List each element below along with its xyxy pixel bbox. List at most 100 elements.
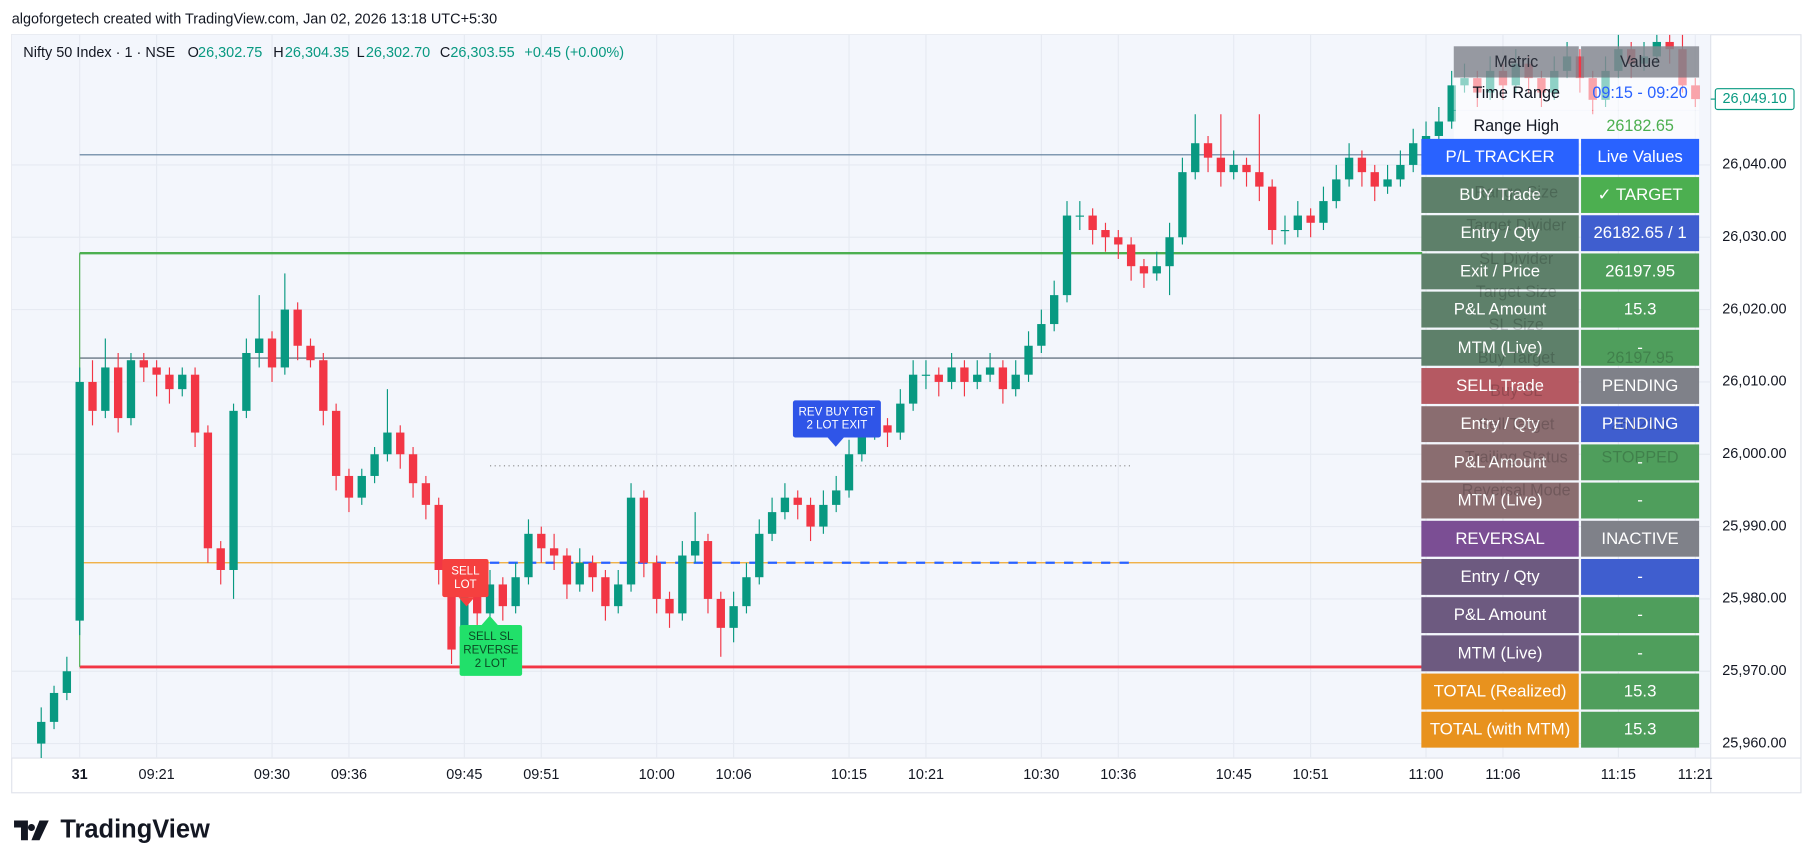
table-label: BUY Trade [1459, 185, 1541, 204]
candle-body [49, 692, 59, 722]
candle-body [998, 367, 1008, 390]
ghost-row-text: STOPPED [1602, 448, 1679, 466]
table-value-cell [1581, 444, 1700, 481]
candle-body [1370, 172, 1379, 187]
table-label-cell [1421, 406, 1579, 443]
table-label: Entry / Qty [1460, 567, 1540, 586]
candle-body [1242, 164, 1251, 173]
candle-body [1409, 143, 1418, 165]
table-label-cell [1421, 368, 1579, 404]
ohlc-value: 26,303.55 [450, 45, 514, 61]
table-label: P&L Amount [1454, 605, 1547, 624]
ghost-row-text: Target Size [1476, 283, 1557, 301]
candle-body [1101, 230, 1110, 238]
y-tick-label: 25,990.00 [1722, 518, 1786, 534]
candle-body [832, 490, 841, 505]
table-value-cell [1581, 177, 1700, 213]
candle-body [614, 584, 623, 607]
table-value: - [1637, 605, 1643, 624]
range-row [1453, 77, 1700, 110]
candle-body [1332, 179, 1341, 202]
x-tick-label: 10:30 [1023, 767, 1059, 783]
candle-body [408, 454, 418, 484]
candle-body [331, 410, 341, 476]
candle-body [1165, 237, 1174, 267]
candle-body [152, 367, 161, 375]
x-tick-label: 10:15 [831, 767, 867, 783]
candle-body [370, 454, 379, 476]
candle-body [1434, 121, 1444, 136]
annotation-box [792, 400, 881, 438]
table-value: - [1637, 567, 1643, 586]
table-value: 26197.95 [1605, 261, 1675, 280]
table-value: 15.3 [1624, 300, 1657, 319]
candle-body [1062, 215, 1072, 296]
candle-body [793, 497, 802, 505]
x-tick-label: 10:36 [1100, 767, 1136, 783]
x-tick-label: 31 [72, 767, 88, 783]
candle-body [524, 533, 533, 578]
table-value-cell [1581, 329, 1700, 366]
x-tick-label: 10:06 [716, 767, 752, 783]
table-value-cell [1581, 215, 1700, 252]
ghost-row-text: 26121.1 [1611, 415, 1670, 433]
ohlc-label: H [273, 45, 283, 61]
table-value: PENDING [1602, 414, 1678, 433]
range-header-text: Value [1620, 53, 1660, 71]
candle-body [921, 374, 931, 376]
table-value-cell [1581, 635, 1700, 672]
x-tick-label: 11:06 [1485, 767, 1520, 783]
levels [79, 154, 1423, 669]
price-label-box [1714, 88, 1795, 111]
candle-body [947, 367, 956, 382]
annotation-text: SELL SL [468, 631, 514, 643]
candle-body [1280, 230, 1290, 232]
change: +0.45 (+0.00%) [524, 45, 624, 61]
candle-body [344, 475, 354, 498]
table-label-cell [1421, 177, 1579, 213]
ghost-row-text: Reversal Mode [1462, 481, 1571, 499]
candle-body [357, 475, 366, 498]
table-value-cell [1581, 558, 1700, 595]
candle-body [1152, 266, 1161, 274]
table-label: P&L Amount [1454, 452, 1547, 471]
x-tick-label: 10:45 [1216, 767, 1252, 783]
x-tick-label: 09:45 [446, 767, 482, 783]
candle-body [1191, 143, 1200, 173]
candle-body [678, 555, 687, 614]
table-label: MTM (Live) [1458, 643, 1543, 662]
candle-body [190, 374, 200, 433]
x-tick-label: 09:51 [523, 767, 559, 783]
candle-body [716, 598, 725, 628]
range-row-value: 09:15 - 09:20 [1592, 84, 1687, 102]
annotation-text: 2 LOT EXIT [806, 420, 867, 432]
candle-body [1011, 374, 1020, 390]
candle-body [62, 671, 72, 693]
x-tick-label: 09:36 [331, 767, 367, 783]
x-tick-label: 10:51 [1293, 767, 1329, 783]
candle-body [460, 591, 469, 650]
annotation-pointer [481, 615, 498, 625]
candle-body [1024, 345, 1033, 375]
table-label: Entry / Qty [1460, 223, 1540, 242]
candle-body [1293, 215, 1302, 231]
candle-body [485, 584, 495, 614]
y-tick-label: 26,040.00 [1722, 157, 1786, 173]
ghost-row-text: Buy Target [1478, 349, 1556, 367]
table-value: 15.3 [1624, 720, 1657, 739]
table-value: ✓ TARGET [1598, 185, 1683, 204]
table-label-cell [1421, 558, 1579, 595]
ghost-row-text: SL Size [1489, 316, 1544, 334]
table-value-cell [1581, 291, 1700, 328]
ghost-row-text: 26197.95 [1606, 349, 1674, 367]
ghost-row-text: Trailing Status [1465, 448, 1568, 466]
candle-body [1344, 157, 1354, 180]
candle-body [1050, 295, 1059, 325]
candle-body [280, 309, 290, 368]
candle-body [165, 374, 174, 390]
ghost-row-text: Range Size [1474, 184, 1558, 202]
candle-body [703, 541, 713, 599]
annotation-pointer [827, 437, 844, 447]
